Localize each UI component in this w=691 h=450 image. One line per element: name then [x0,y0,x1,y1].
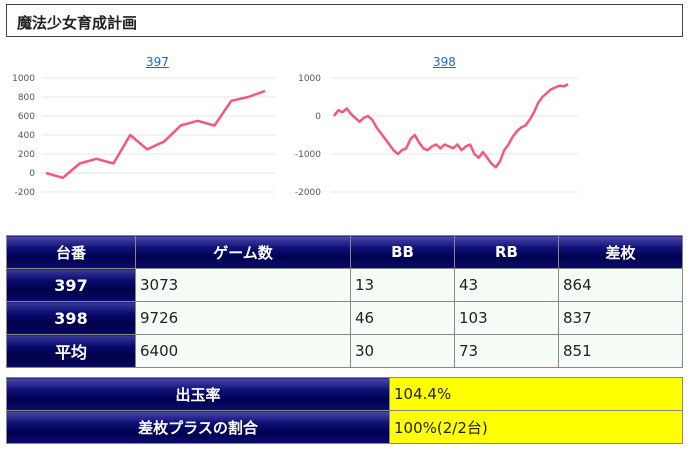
chart-398: 1000 0 -1000 -2000 [295,74,578,198]
y-tick-label: 0 [29,169,35,179]
row-label: 397 [6,268,136,302]
y-tick-label: 200 [18,150,35,160]
chart-397: 1000 800 600 400 200 0 -200 [12,74,275,198]
table-row: 平均 6400 30 73 851 [6,334,683,368]
machine-table: 台番 ゲーム数 BB RB 差枚 397 3073 13 43 864 398 … [6,235,683,368]
cell-games: 3073 [135,268,351,302]
y-tick-label: -200 [15,188,36,198]
cell-bb: 30 [350,334,455,368]
table-row: 398 9726 46 103 837 [6,301,683,335]
y-tick-label: 1000 [12,74,35,84]
header-games: ゲーム数 [135,235,351,269]
y-tick-label: 600 [18,112,35,122]
y-tick-label: 800 [18,93,35,103]
y-tick-label: 0 [315,112,321,122]
chart-397-link[interactable]: 397 [146,55,169,69]
table-header-row: 台番 ゲーム数 BB RB 差枚 [6,235,683,269]
summary-value-payout: 104.4% [389,377,683,411]
cell-bb: 13 [350,268,455,302]
cell-games: 9726 [135,301,351,335]
cell-rb: 103 [454,301,559,335]
cell-bb: 46 [350,301,455,335]
table-row: 397 3073 13 43 864 [6,268,683,302]
row-label: 平均 [6,334,136,368]
series-line [45,89,266,180]
y-tick-label: 400 [18,131,35,141]
summary-label-payout: 出玉率 [6,377,390,411]
summary-label-plus-ratio: 差枚プラスの割合 [6,410,390,444]
cell-games: 6400 [135,334,351,368]
y-tick-label: 1000 [298,74,321,84]
summary-row: 出玉率 104.4% [6,377,683,411]
page-title-box: 魔法少女育成計画 [6,4,683,37]
summary-table: 出玉率 104.4% 差枚プラスの割合 100%(2/2台) [6,377,683,444]
cell-diff: 837 [558,301,683,335]
y-tick-label: -1000 [295,150,321,160]
summary-row: 差枚プラスの割合 100%(2/2台) [6,410,683,444]
series-line [333,83,569,169]
header-bb: BB [350,235,455,269]
header-machine-no: 台番 [6,235,136,269]
cell-diff: 864 [558,268,683,302]
chart-398-link[interactable]: 398 [433,55,456,69]
y-tick-label: -2000 [295,188,321,198]
header-diff: 差枚 [558,235,683,269]
row-label: 398 [6,301,136,335]
cell-rb: 73 [454,334,559,368]
cell-rb: 43 [454,268,559,302]
page-title: 魔法少女育成計画 [17,14,138,32]
summary-value-plus-ratio: 100%(2/2台) [389,410,683,444]
header-rb: RB [454,235,559,269]
cell-diff: 851 [558,334,683,368]
